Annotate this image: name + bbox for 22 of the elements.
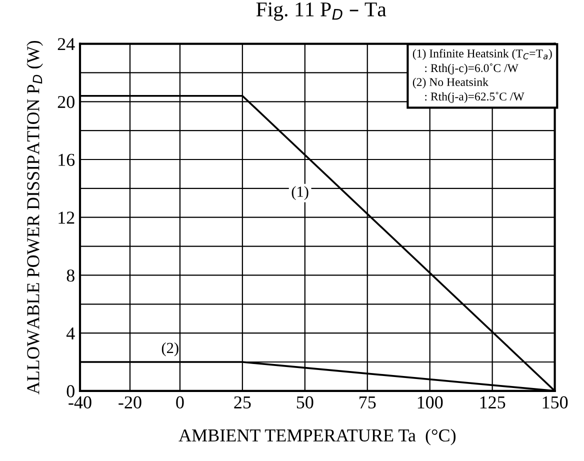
y-tick-label: 12 (58, 212, 74, 224)
x-tick-label: 150 (542, 396, 568, 408)
x-axis-title: AMBIENT TEMPERATURE Ta (°C) (178, 428, 456, 446)
x-tick-label: -20 (118, 396, 142, 408)
x-tick-label: 50 (296, 396, 314, 408)
x-tick-label: 25 (234, 396, 251, 408)
y-tick-label: 24 (58, 38, 75, 50)
series-label: (1) (292, 186, 308, 200)
x-tick-label: 75 (360, 396, 376, 408)
y-axis-title: ALLOWABLE POWER DISSIPATION P$_{D}$ (W) (26, 40, 43, 394)
y-tick-label: 0 (66, 385, 74, 398)
x-tick-label: -40 (68, 396, 92, 408)
y-tick-label: 16 (58, 154, 75, 166)
x-tick-label: 125 (480, 396, 506, 408)
y-tick-label: 20 (58, 96, 74, 108)
text: (1) Infinite Heatsink (T$_{C}$=T$_{a}$) : Rth(j-c)=6.0˚C /W (2) No Heatsink : Rth(j-a)=62.5˚C /W (412, 49, 552, 103)
chart-title: Fig. 11 P$_{D}$ – Ta (256, 2, 386, 21)
y-tick-label: 4 (66, 327, 75, 340)
series-label: (2) (162, 342, 178, 356)
y-tick-label: 8 (66, 269, 74, 282)
x-tick-label: 0 (176, 396, 184, 408)
x-tick-label: 100 (418, 396, 443, 408)
